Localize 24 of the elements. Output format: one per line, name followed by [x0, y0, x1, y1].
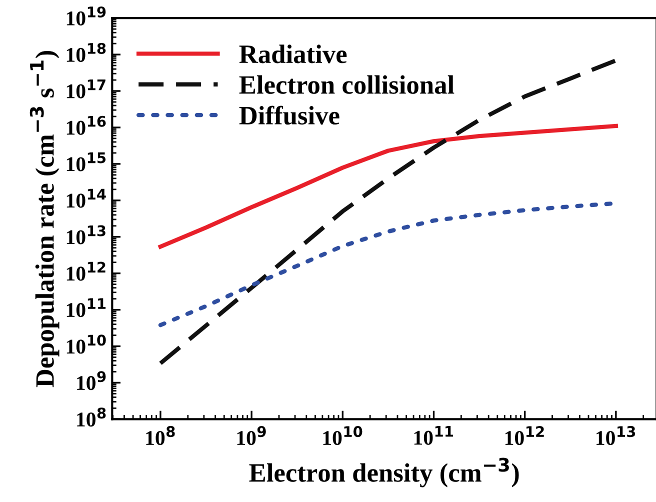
y-tick-label: 10$^{19}$ — [66, 6, 106, 26]
legend-label: Electron collisional — [239, 75, 454, 94]
line-series — [158, 124, 618, 249]
x-tick-label: 10$^{9}$ — [237, 426, 266, 446]
x-tick-label: 10$^{12}$ — [505, 426, 544, 446]
legend-label: Diffusive — [239, 106, 340, 125]
y-tick-label: 10$^{17}$ — [66, 80, 106, 98]
x-tick-label: 10$^{13}$ — [596, 426, 636, 446]
y-tick-label: 10$^{13}$ — [66, 225, 106, 244]
x-tick-label: 10$^{10}$ — [323, 426, 362, 446]
y-tick-label: 10$^{8}$ — [77, 408, 106, 427]
y-tick-label: 10$^{12}$ — [66, 262, 106, 281]
x-tick-label: 10$^{11}$ — [414, 426, 454, 445]
y-tick-label: 10$^{14}$ — [66, 188, 106, 208]
y-axis-title: Depopulation rate (cm$^{−3}$ s$^{−1}$) — [30, 50, 60, 388]
y-tick-label: 10$^{18}$ — [66, 42, 106, 62]
y-tick-label: 10$^{16}$ — [66, 116, 106, 135]
y-tick-label: 10$^{9}$ — [77, 371, 106, 390]
x-axis-title: Electron density (cm$^{−3}$) — [249, 458, 519, 488]
x-tick-label: 10$^{8}$ — [146, 426, 175, 446]
y-tick-label: 10$^{15}$ — [66, 152, 106, 172]
legend-label: Radiative — [239, 44, 347, 64]
y-tick-label: 10$^{11}$ — [66, 298, 106, 318]
y-tick-label: 10$^{10}$ — [66, 334, 106, 354]
